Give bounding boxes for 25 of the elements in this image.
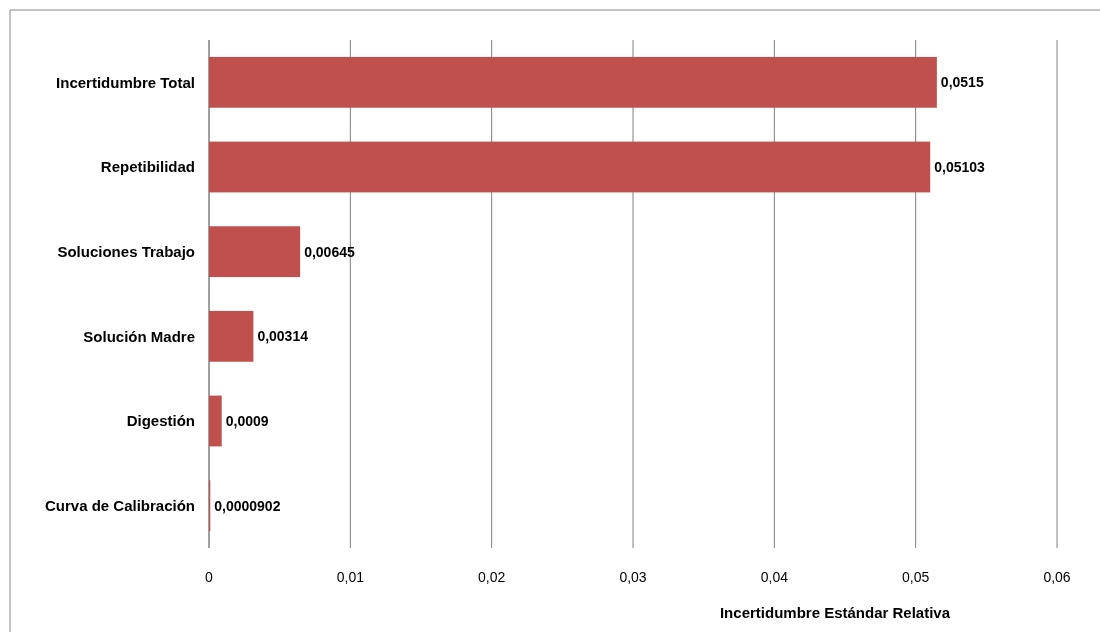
x-tick-label: 0,05: [902, 569, 930, 585]
x-tick-label: 0,03: [619, 569, 647, 585]
y-tick-label: Incertidumbre Total: [56, 73, 195, 91]
data-label: 0,05103: [934, 158, 986, 175]
data-label: 0,0009: [225, 412, 269, 429]
x-tick-label: 0,01: [336, 569, 365, 585]
y-tick-label: Solución Madre: [83, 327, 195, 345]
y-tick-label: Curva de Calibración: [44, 496, 195, 514]
x-tick-label: 0,02: [478, 569, 506, 585]
bar: [209, 226, 301, 278]
bar: [209, 395, 222, 447]
bar: [209, 56, 937, 108]
y-tick-label: Repetibilidad: [100, 158, 195, 176]
bar: [209, 310, 254, 362]
data-label: 0,0000902: [214, 497, 281, 514]
x-tick-label: 0,06: [1043, 569, 1071, 585]
bar: [209, 141, 931, 193]
data-label: 0,0515: [940, 74, 984, 91]
x-tick-label: 0: [205, 569, 214, 585]
data-label: 0,00645: [304, 243, 355, 260]
x-axis-title: Incertidumbre Estándar Relativa: [719, 604, 951, 621]
y-tick-label: Soluciones Trabajo: [57, 242, 195, 260]
data-label: 0,00314: [257, 328, 309, 345]
x-tick-label: 0,04: [760, 569, 789, 585]
y-tick-label: Digestión: [126, 412, 195, 430]
